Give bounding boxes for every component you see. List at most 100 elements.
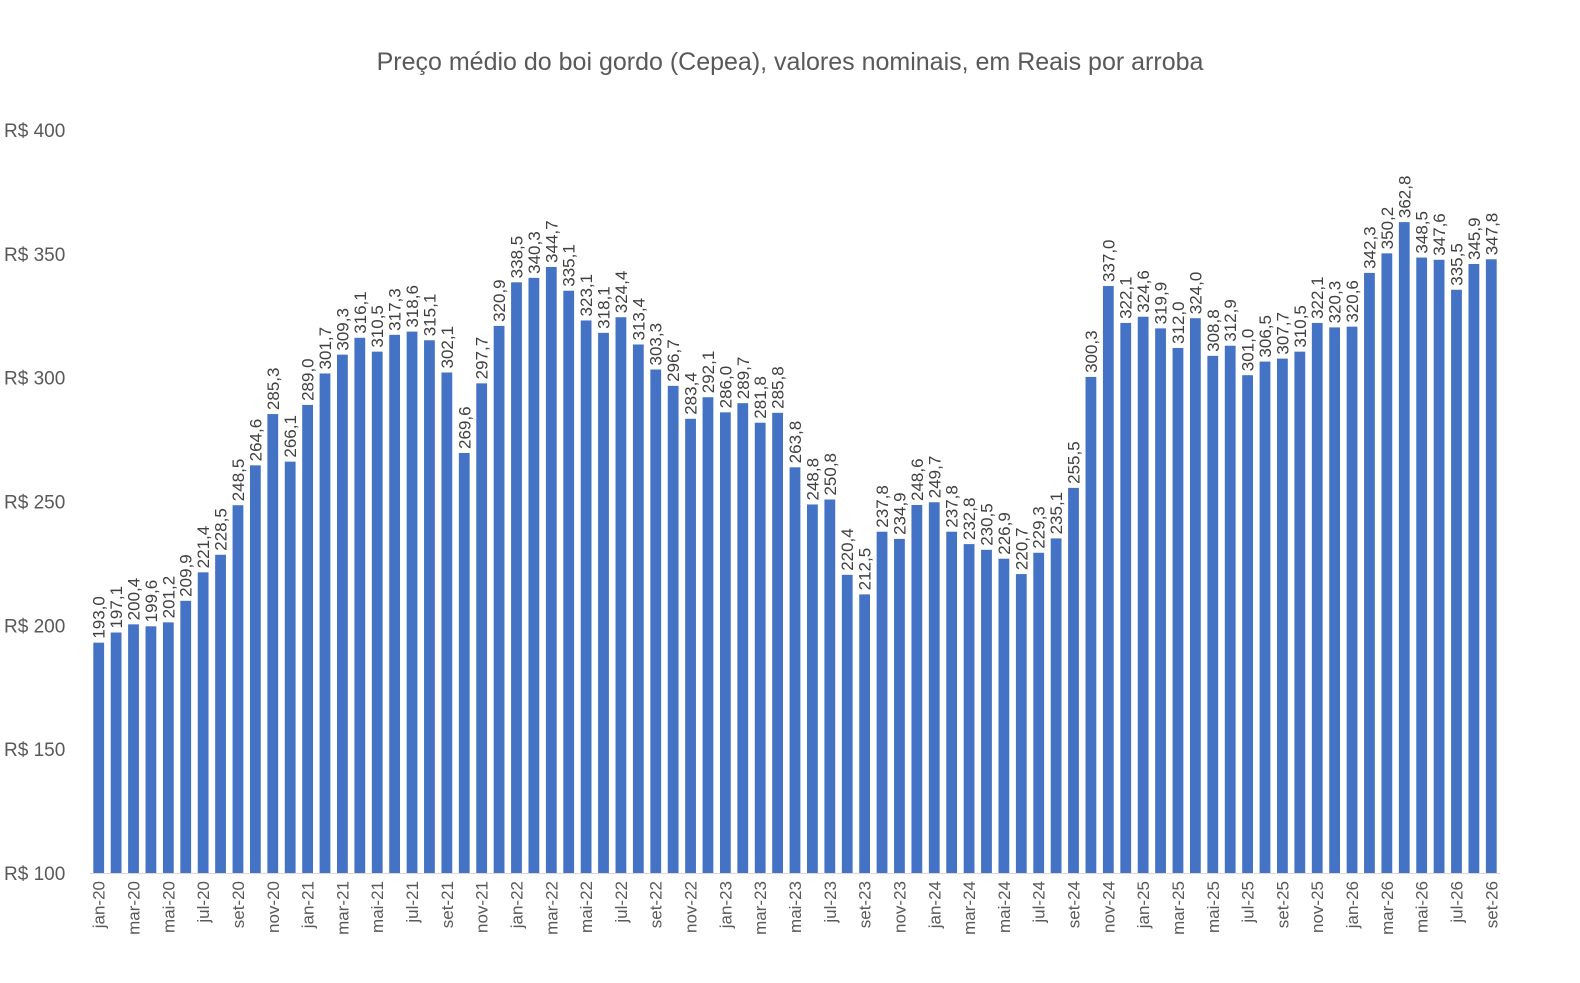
x-tick-label: mar-23 [751, 881, 770, 935]
bar [737, 403, 749, 873]
data-label: 322,1 [1117, 276, 1136, 319]
data-label: 340,3 [525, 231, 544, 274]
data-label: 250,8 [821, 453, 840, 496]
data-label: 335,5 [1447, 243, 1466, 286]
data-label: 318,6 [403, 285, 422, 328]
bar [1207, 355, 1219, 873]
bar [215, 554, 226, 873]
bar [876, 531, 888, 873]
bar [110, 632, 122, 873]
x-tick-label: nov-25 [1308, 881, 1327, 933]
bars-group [93, 222, 1497, 874]
data-label: 281,8 [751, 376, 770, 419]
x-tick-label: mar-21 [333, 881, 352, 935]
x-tick-label: jul-22 [612, 881, 631, 924]
x-tick-label: nov-23 [890, 881, 909, 933]
data-label: 289,7 [734, 357, 753, 400]
x-tick-label: mai-21 [368, 881, 387, 933]
y-tick-label: R$ 400 [4, 121, 65, 142]
bar [580, 320, 592, 874]
x-tick-label: jul-26 [1447, 881, 1466, 924]
data-label: 323,1 [577, 274, 596, 317]
bar [667, 385, 679, 873]
data-label: 263,8 [786, 421, 805, 464]
bar [1416, 257, 1428, 873]
data-label: 315,1 [420, 294, 439, 337]
data-label: 302,1 [438, 326, 457, 369]
bar [458, 452, 470, 873]
data-label: 283,4 [682, 372, 701, 415]
data-label: 310,5 [368, 305, 387, 348]
data-label: 348,5 [1413, 211, 1432, 254]
bar [1381, 253, 1393, 874]
bar [685, 418, 696, 873]
x-tick-label: mai-23 [786, 881, 805, 933]
data-label: 248,6 [908, 458, 927, 501]
x-tick-label: jul-20 [194, 881, 213, 924]
bar [615, 317, 627, 873]
data-label: 324,0 [1186, 272, 1205, 315]
data-label: 324,4 [612, 271, 631, 314]
bar [249, 465, 261, 873]
data-label: 316,1 [351, 291, 370, 334]
data-label: 362,8 [1395, 176, 1414, 219]
chart-title: Preço médio do boi gordo (Cepea), valore… [377, 48, 1204, 76]
x-tick-label: jan-20 [90, 881, 109, 929]
bar [93, 642, 105, 873]
data-label: 285,8 [769, 366, 788, 409]
bar [1329, 327, 1341, 873]
x-tick-label: nov-20 [264, 881, 283, 933]
data-label: 301,0 [1239, 329, 1258, 372]
data-label: 220,4 [838, 528, 857, 571]
data-label: 337,0 [1099, 239, 1118, 282]
bar [841, 574, 853, 873]
bar [1433, 259, 1445, 873]
bar [1224, 345, 1236, 874]
bar [511, 282, 522, 873]
data-label: 320,3 [1326, 281, 1345, 324]
bar [981, 549, 992, 873]
x-tick-label: nov-22 [682, 881, 701, 933]
data-label: 319,9 [1152, 282, 1171, 325]
y-tick-label: R$ 250 [4, 493, 65, 514]
data-label: 320,6 [1343, 280, 1362, 323]
data-label: 338,5 [507, 236, 526, 279]
data-label: 318,1 [595, 286, 614, 329]
y-axis: R$ 100 R$ 150 R$ 200 R$ 250 R$ 300 R$ 350 R$ 4… [4, 121, 65, 885]
bar [1137, 316, 1149, 873]
data-label: 313,4 [629, 298, 648, 341]
x-tick-label: set-24 [1065, 881, 1084, 928]
bar [162, 622, 174, 873]
data-label: 212,5 [856, 548, 875, 591]
data-label: 335,1 [560, 244, 579, 287]
bar [946, 531, 958, 873]
data-label: 308,8 [1204, 309, 1223, 352]
data-label: 345,9 [1465, 217, 1484, 260]
bar [1294, 351, 1306, 873]
bar [1015, 574, 1027, 873]
bar [232, 505, 244, 873]
x-tick-label: mar-22 [542, 881, 561, 935]
bar [389, 334, 401, 873]
data-label: 229,3 [1030, 506, 1049, 549]
bar [406, 331, 418, 874]
bar [1364, 272, 1375, 873]
data-label: 200,4 [125, 578, 144, 621]
bar [1277, 358, 1288, 874]
x-tick-label: jul-21 [403, 881, 422, 924]
data-label: 249,7 [925, 456, 944, 499]
bar [754, 422, 766, 873]
x-tick-label: mar-25 [1169, 881, 1188, 935]
bar [284, 461, 296, 873]
data-label: 266,1 [281, 415, 300, 458]
y-tick-label: R$ 100 [4, 864, 65, 885]
bar [267, 414, 279, 873]
bar [145, 626, 157, 873]
data-label: 347,8 [1482, 213, 1501, 256]
data-labels-group: 193,0197,1200,4199,6201,2209,9221,4228,5… [90, 176, 1502, 639]
bar [1050, 538, 1062, 873]
bar [1120, 322, 1132, 873]
x-tick-label: mai-22 [577, 881, 596, 933]
bar [928, 502, 940, 873]
